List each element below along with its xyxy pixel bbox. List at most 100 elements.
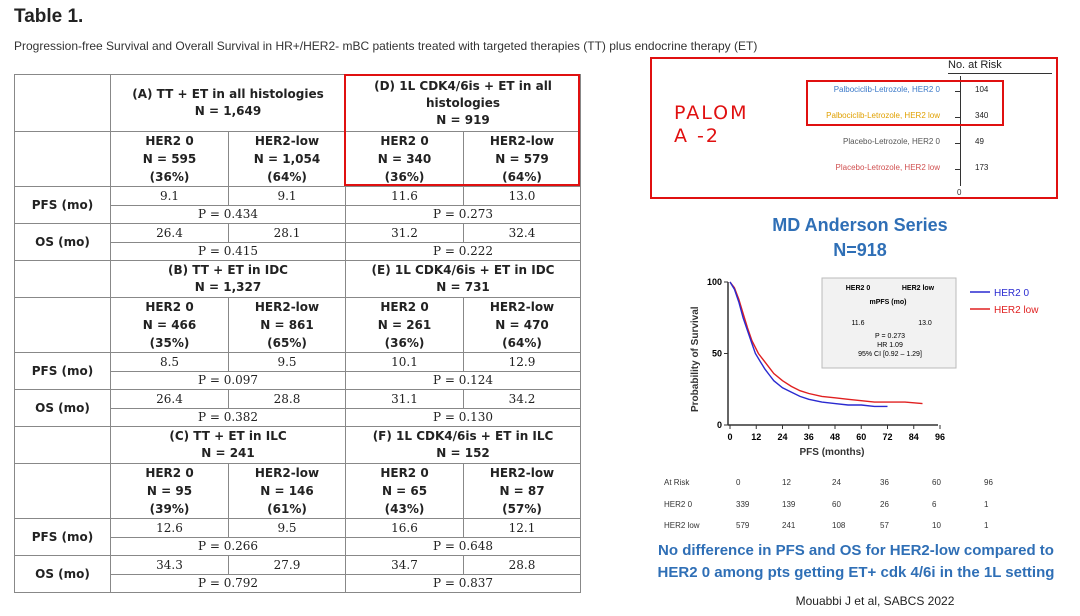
table-row-os-values: OS (mo) 26.4 28.1 31.2 32.4 [14, 223, 582, 261]
row-label-blank [14, 297, 111, 353]
table-cell-value: 12.1 [463, 518, 582, 538]
citation: Mouabbi J et al, SABCS 2022 [795, 594, 955, 608]
p-value-left: P = 0.382 [109, 408, 347, 427]
subgroup-header: HER2 0 N = 261 (36%) [345, 297, 465, 353]
subgroup-line: (64%) [502, 336, 542, 350]
table-group-header-row: (B) TT + ET in IDC N = 1,327 (E) 1L CDK4/6… [14, 260, 582, 298]
p-value-left: P = 0.097 [109, 371, 347, 390]
table-cell-value: 12.9 [463, 352, 582, 372]
risk-axis [960, 76, 961, 186]
risk-tick [955, 91, 960, 92]
km-xtick-label: 36 [804, 432, 814, 442]
p-value-right: P = 0.130 [345, 408, 582, 427]
risk-tick [955, 117, 960, 118]
handwritten-line-1: PALOM [674, 102, 749, 124]
at-risk-row-label: HER2 0 [664, 500, 693, 509]
at-risk-cell: 241 [782, 521, 796, 530]
risk-tick [955, 169, 960, 170]
table-cell-value: 16.6 [345, 518, 465, 538]
conclusion-line-2: HER2 0 among pts getting ET+ cdk 4/6i in… [657, 564, 1055, 581]
subgroup-line: HER2-low [254, 300, 320, 314]
at-risk-cell: 60 [932, 478, 941, 487]
km-xtick-label: 24 [777, 432, 787, 442]
table-cell-value: 9.5 [227, 518, 347, 538]
table-row-pfs-values: PFS (mo) 12.6 9.5 16.6 12.1 [14, 518, 582, 556]
subgroup-line: N = 261 [377, 318, 432, 332]
risk-row-value: 49 [975, 137, 984, 146]
subgroup-line: HER2-low [254, 134, 320, 148]
group-header-left: (C) TT + ET in ILC N = 241 [109, 426, 347, 464]
group-header-line: N = 241 [201, 446, 255, 460]
subgroup-line: N = 146 [260, 484, 314, 498]
conclusion-line-1: No difference in PFS and OS for HER2-low… [658, 542, 1054, 559]
risk-row-label: Placebo-Letrozole, HER2 low [835, 163, 941, 172]
at-risk-cell: 6 [932, 500, 937, 509]
km-curve-her2-low [729, 281, 923, 405]
table-row-os-pvalues: P = 0.792 P = 0.837 [15, 574, 582, 593]
at-risk-cell: 96 [984, 478, 993, 487]
km-stats-p: P = 0.273 [875, 333, 905, 340]
km-xtick-label: 96 [935, 432, 945, 442]
p-value-right: P = 0.124 [345, 371, 582, 390]
subgroup-line: (36%) [149, 170, 190, 184]
subgroup-line: (64%) [502, 170, 542, 184]
at-risk-cell: 10 [932, 521, 941, 530]
risk-tick [955, 143, 960, 144]
group-header-line: N = 731 [436, 280, 490, 294]
table-cell-value: 9.1 [227, 186, 347, 206]
group-header-line: (D) 1L CDK4/6is + ET in all [374, 78, 552, 93]
subgroup-line: HER2 0 [145, 466, 194, 480]
subgroup-line: N = 861 [260, 318, 314, 332]
at-risk-cell: 139 [782, 500, 796, 509]
km-chart: Probability of Survival 0 12 24 36 48 60 72 84 9… [690, 277, 1039, 458]
subgroup-line: N = 466 [142, 318, 197, 332]
subgroup-header: HER2-low N = 1,054 (64%) [227, 131, 347, 187]
p-value-left: P = 0.266 [109, 537, 347, 556]
table-cell-value: 10.1 [345, 352, 465, 372]
row-label-pfs: PFS (mo) [14, 352, 111, 390]
km-ylabel: Probability of Survival [690, 306, 701, 412]
km-xtick-label: 12 [751, 432, 761, 442]
legend-her2-low: HER2 low [994, 305, 1039, 316]
legend-her2-0: HER2 0 [994, 288, 1029, 299]
at-risk-row-label: HER2 low [664, 521, 700, 530]
subgroup-line: (61%) [267, 502, 307, 516]
table-cell-value: 28.1 [227, 223, 347, 243]
at-risk-cell: 0 [736, 478, 741, 487]
table-cell-value: 8.5 [110, 352, 229, 372]
table-cell-value: 26.4 [110, 389, 229, 409]
subgroup-line: HER2 0 [145, 300, 194, 314]
table-row-pfs-values: PFS (mo) 8.5 9.5 10.1 12.9 [14, 352, 582, 390]
risk-top-line [948, 73, 1052, 74]
risk-axis-zero: 0 [957, 188, 962, 197]
table-cell-value: 27.9 [227, 555, 347, 575]
risk-row-label: Palbociclib-Letrozole, HER2 0 [833, 85, 940, 94]
table-cell-value: 13.0 [463, 186, 582, 206]
subgroup-header: HER2-low N = 470 (64%) [463, 297, 582, 353]
risk-panel [650, 57, 1058, 199]
at-risk-cell: 26 [880, 500, 889, 509]
table-caption: Progression-free Survival and Overall Su… [14, 39, 758, 53]
subgroup-line: HER2-low [489, 134, 555, 148]
at-risk-row-label: At Risk [664, 478, 690, 487]
subgroup-line: N = 470 [495, 318, 549, 332]
row-label-pfs: PFS (mo) [14, 518, 111, 556]
km-xtick-label: 84 [909, 432, 919, 442]
subgroup-line: HER2 0 [380, 466, 429, 480]
handwritten-note: PALOM A -2 [674, 102, 749, 148]
km-stats-col2: HER2 low [902, 285, 935, 292]
table-cell-value: 28.8 [227, 389, 347, 409]
page-title: Table 1. [14, 6, 84, 27]
km-stats-v1: 11.6 [851, 320, 864, 327]
table-cell-value: 32.4 [463, 223, 582, 243]
km-stats-ci: 95% CI [0.92 – 1.29] [858, 351, 922, 358]
group-header-right: (E) 1L CDK4/6is + ET in IDC N = 731 [345, 260, 582, 298]
group-header-line: histologies [425, 95, 501, 110]
group-header-left: (B) TT + ET in IDC N = 1,327 [109, 260, 347, 298]
km-stats-hr: HR 1.09 [877, 342, 903, 349]
subgroup-line: HER2 0 [145, 134, 194, 148]
table-row-os-values: OS (mo) 26.4 28.8 31.1 34.2 [14, 389, 582, 427]
at-risk-cell: 1 [984, 521, 989, 530]
